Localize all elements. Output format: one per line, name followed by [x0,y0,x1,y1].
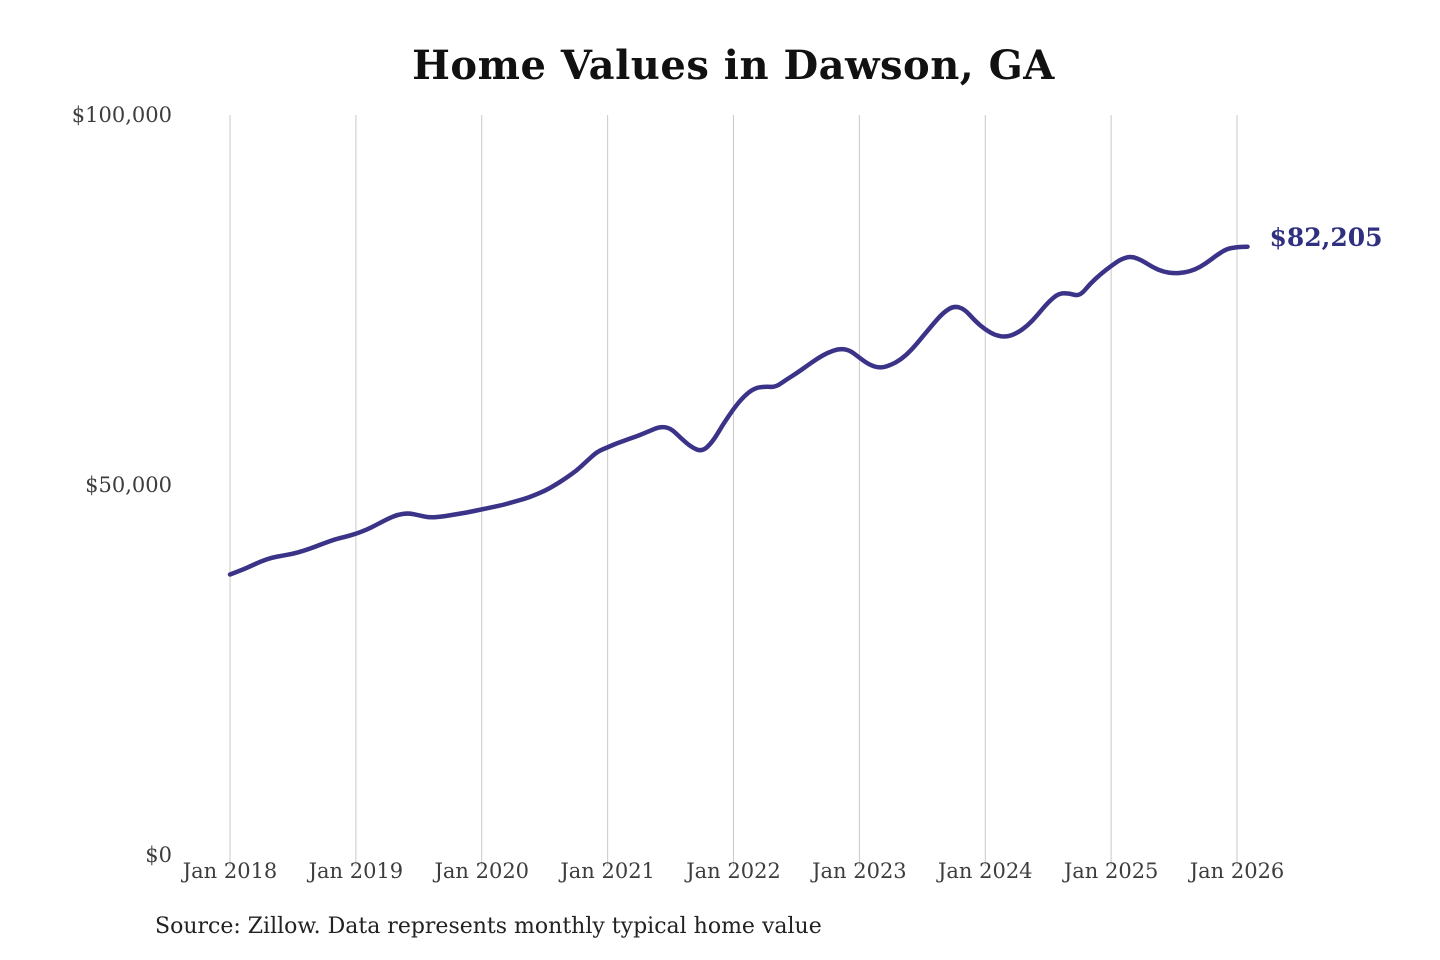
x-tick-label: Jan 2023 [812,859,907,883]
source-note: Source: Zillow. Data represents monthly … [155,914,822,939]
x-tick-label: Jan 2025 [1063,859,1159,883]
y-tick-label: $50,000 [85,473,172,497]
x-tick-label: Jan 2019 [308,859,404,883]
x-tick-label: Jan 2021 [560,859,655,883]
y-tick-label: $0 [145,843,172,867]
x-tick-label: Jan 2026 [1189,859,1285,883]
x-tick-label: Jan 2018 [182,859,278,883]
x-tick-label: Jan 2020 [434,859,530,883]
x-tick-label: Jan 2022 [686,859,781,883]
chart-title: Home Values in Dawson, GA [412,42,1055,89]
y-tick-label: $100,000 [71,103,172,127]
x-tick-label: Jan 2024 [937,859,1033,883]
latest-value-label: $82,205 [1269,222,1383,252]
home-value-line [227,244,1250,577]
